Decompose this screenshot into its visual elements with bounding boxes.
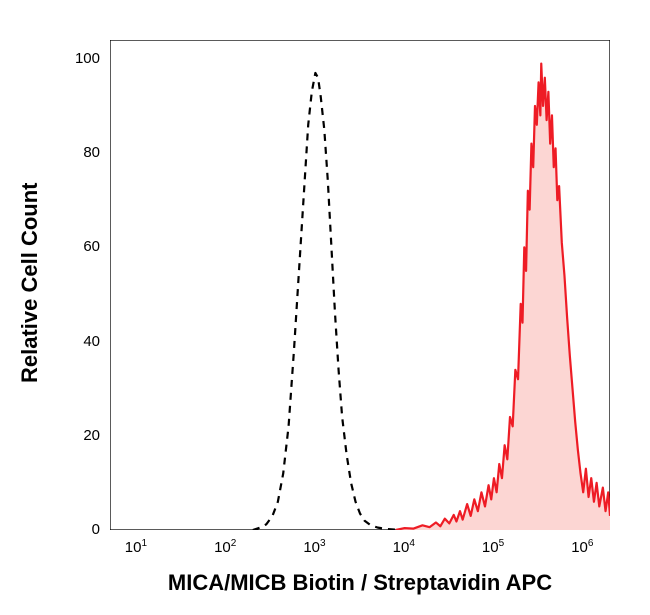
y-axis-label: Relative Cell Count [17,183,43,383]
y-tick-label: 60 [83,238,100,255]
x-tick-label: 102 [214,538,236,556]
x-tick-label: 104 [393,538,415,556]
x-tick-label: 106 [571,538,593,556]
flow-cytometry-histogram: Relative Cell Count MICA/MICB Biotin / S… [0,0,650,615]
y-tick-label: 0 [92,521,100,538]
plot-svg [110,40,610,530]
x-axis-label: MICA/MICB Biotin / Streptavidin APC [110,570,610,596]
x-tick-label: 105 [482,538,504,556]
x-tick-label: 101 [125,538,147,556]
x-tick-label: 103 [303,538,325,556]
y-tick-label: 20 [83,427,100,444]
y-tick-label: 100 [75,50,100,67]
y-tick-label: 40 [83,333,100,350]
y-tick-label: 80 [83,144,100,161]
